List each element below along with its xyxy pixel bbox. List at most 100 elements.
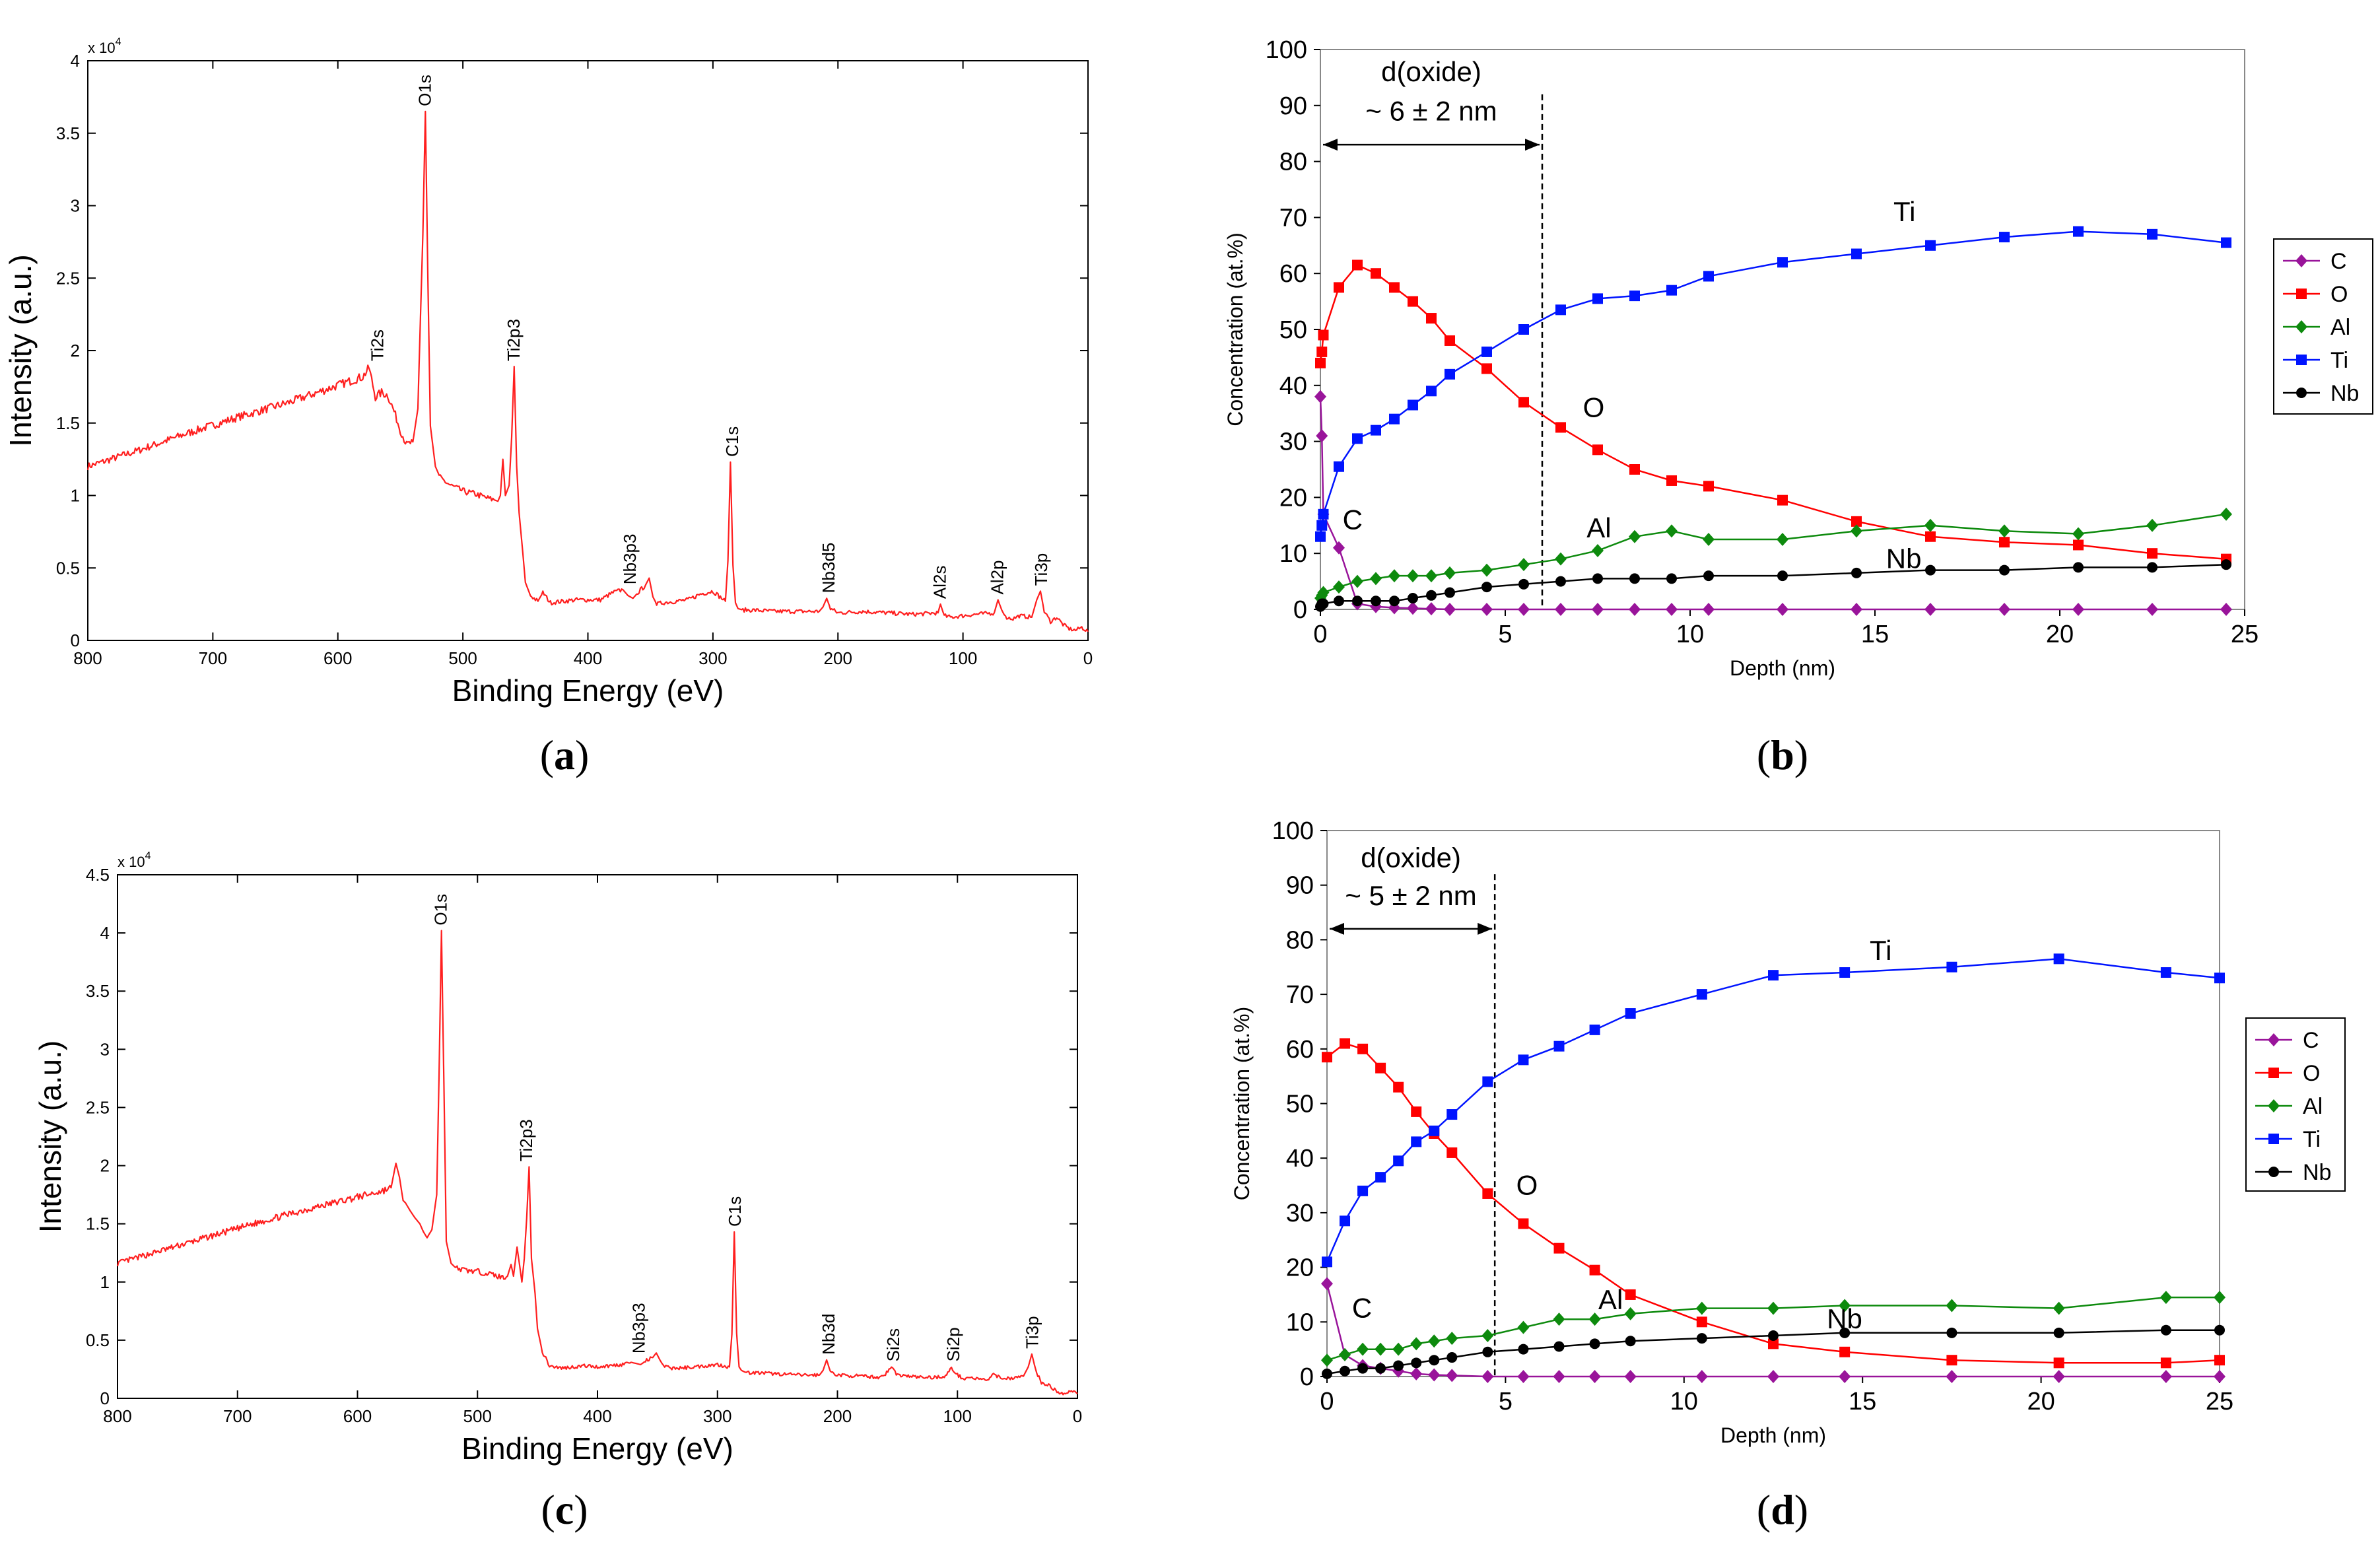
data-point-C	[2214, 1370, 2226, 1383]
x-tick-label: 800	[103, 1406, 131, 1426]
x-tick-label: 200	[824, 648, 852, 668]
data-point-Ti	[1925, 240, 1936, 251]
x-tick-label: 10	[1676, 621, 1704, 648]
legend-marker-Al	[2268, 1099, 2280, 1112]
data-point-Nb	[1999, 564, 2010, 576]
data-point-Nb	[1357, 1363, 1369, 1374]
data-point-C	[1839, 1370, 1851, 1383]
series-label-O: O	[1583, 392, 1605, 423]
data-point-Al	[2214, 1291, 2226, 1305]
data-point-Al	[1388, 569, 1400, 583]
data-point-Nb	[1518, 578, 1529, 590]
x-tick-label: 800	[73, 648, 102, 668]
data-point-Ti	[1589, 1024, 1600, 1035]
legend-label-Al: Al	[2303, 1094, 2323, 1119]
series-line-O	[1326, 1042, 2220, 1364]
y-axis-label: Concentration (at.%)	[1230, 1007, 1254, 1200]
data-point-Al	[1444, 566, 1456, 580]
y-tick-label: 50	[1279, 316, 1307, 344]
y-tick-label: 1	[100, 1272, 110, 1292]
data-point-Ti	[1851, 248, 1862, 259]
series-C	[1314, 390, 2232, 616]
data-point-O	[1411, 1106, 1422, 1117]
data-point-Ti	[1518, 1054, 1529, 1066]
data-point-Al	[1392, 1342, 1405, 1356]
data-point-O	[1408, 296, 1418, 307]
y-axis-label: Concentration (at.%)	[1223, 232, 1247, 426]
data-point-Al	[2159, 1291, 2172, 1305]
x-tick-label: 20	[2046, 621, 2074, 648]
data-point-O	[1946, 1355, 1957, 1366]
series-label-Al: Al	[1586, 512, 1611, 543]
y-tick-label: 0	[71, 631, 80, 650]
y-tick-label: 4.5	[86, 865, 110, 885]
panel-caption: (a)	[540, 732, 590, 778]
data-point-O	[1592, 444, 1603, 456]
x-tick-label: 25	[2231, 621, 2259, 648]
data-point-O	[1555, 422, 1566, 433]
caption-paren-open: (	[540, 732, 554, 778]
data-point-Al	[2146, 518, 2158, 532]
peak-label: Ti2s	[367, 329, 387, 361]
legend-marker-Nb	[2296, 388, 2307, 398]
data-point-Ti	[1481, 346, 1492, 357]
data-point-C	[1624, 1370, 1637, 1383]
peak-label: Al2s	[930, 566, 950, 599]
data-point-Ti	[2073, 226, 2084, 237]
data-point-Ti	[1389, 413, 1400, 425]
data-point-Nb	[1389, 596, 1400, 607]
data-point-C	[1410, 1367, 1423, 1381]
data-point-C	[1703, 603, 1715, 616]
data-point-O	[1851, 516, 1862, 527]
data-point-Al	[1924, 518, 1936, 532]
peak-label: Nb3d5	[819, 543, 838, 594]
data-point-Nb	[1371, 596, 1381, 607]
peak-label: Si2s	[883, 1328, 903, 1362]
x-tick-label: 0	[1313, 621, 1327, 648]
chart-panel-a: 800 700 600 500 400 300 200 100 0 0 0.5 1 1.5 2 2.5 3 3.…	[3, 36, 1093, 778]
data-point-Ti	[1666, 285, 1677, 296]
data-point-Ti	[2221, 237, 2231, 248]
spectrum-line	[116, 930, 1078, 1396]
data-point-Nb	[1666, 573, 1677, 584]
data-point-Al	[1425, 569, 1437, 583]
data-point-O	[2053, 1357, 2064, 1369]
data-point-Nb	[1322, 1368, 1332, 1379]
peak-label: Nb3p3	[620, 534, 640, 585]
legend-marker-Ti	[2296, 355, 2307, 365]
y-tick-label: 100	[1266, 36, 1307, 64]
caption-paren-close: )	[1794, 732, 1808, 778]
data-point-Al	[1351, 574, 1363, 588]
data-point-Nb	[1429, 1355, 1440, 1366]
data-point-Ti	[1625, 1008, 1636, 1019]
data-point-Al	[1588, 1312, 1601, 1326]
legend-label-O: O	[2303, 1061, 2320, 1086]
legend-label-O: O	[2330, 282, 2348, 307]
data-point-Al	[1767, 1301, 1779, 1315]
data-point-O	[1666, 475, 1677, 486]
y-axis-label: Intensity (a.u.)	[3, 254, 38, 446]
data-point-O	[2160, 1357, 2171, 1369]
data-point-Al	[1555, 552, 1567, 566]
data-point-Ti	[1371, 425, 1381, 436]
series-line-C	[1319, 396, 2226, 611]
data-point-Ti	[1768, 970, 1779, 981]
data-point-Ti	[1555, 304, 1566, 316]
data-point-Ti	[1518, 324, 1529, 335]
peak-label: Ti2p3	[504, 319, 524, 361]
legend: CO Al Ti Nb	[2273, 238, 2373, 415]
data-point-Nb	[1340, 1365, 1351, 1377]
y-tick-label: 80	[1279, 149, 1307, 176]
data-point-Ti	[1946, 961, 1957, 972]
data-point-O	[1445, 335, 1455, 346]
oxide-arrow-head-right	[1478, 922, 1493, 935]
peak-label: C1s	[725, 1196, 745, 1227]
data-point-O	[1426, 313, 1437, 324]
data-point-O	[1357, 1043, 1369, 1054]
panel-caption: (b)	[1757, 732, 1808, 778]
data-point-O	[1482, 1188, 1493, 1199]
legend: CO Al Ti Nb	[2245, 1017, 2346, 1192]
y-exponent-label: x 104	[88, 36, 121, 56]
series-line-Nb	[1319, 563, 2227, 607]
